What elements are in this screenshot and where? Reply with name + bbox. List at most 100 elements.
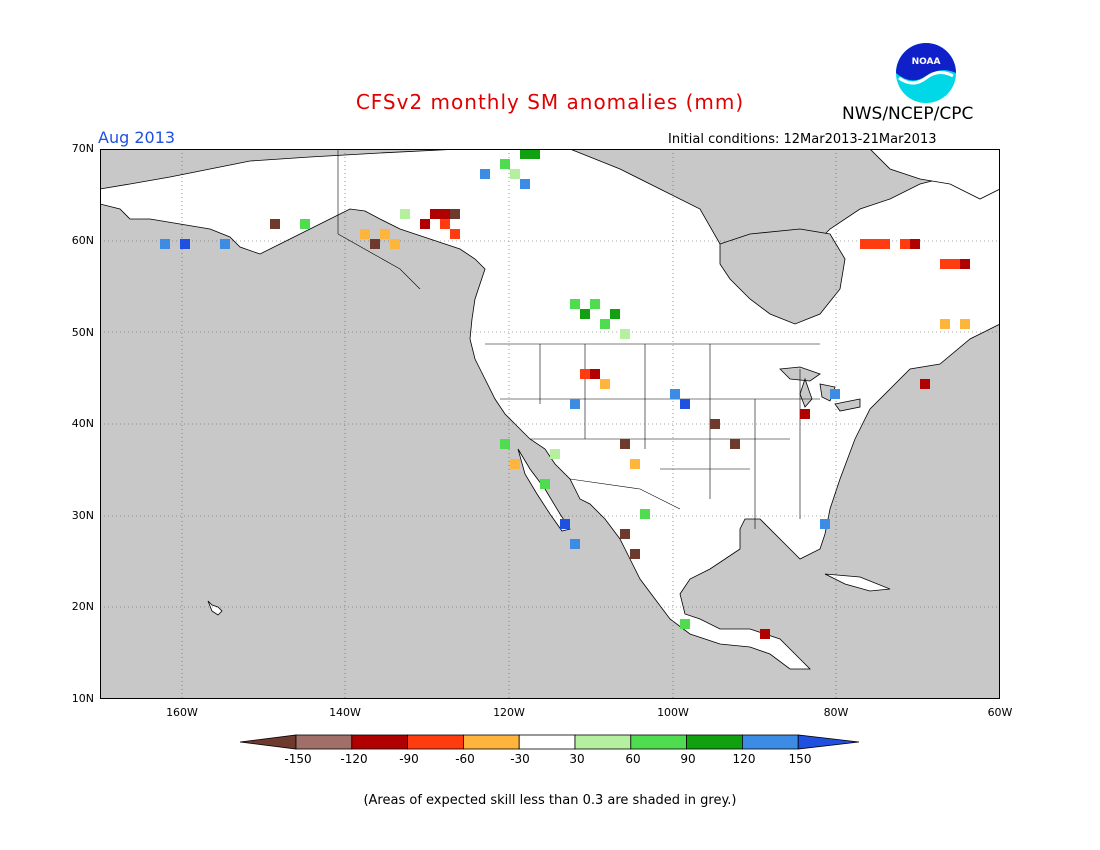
- anomaly-cell: [680, 619, 690, 629]
- anomaly-cell: [510, 169, 520, 179]
- lat-label-10n: 10N: [71, 692, 94, 705]
- anomaly-cell: [570, 539, 580, 549]
- anomaly-cell: [920, 379, 930, 389]
- anomaly-cell: [160, 239, 170, 249]
- lon-label-100w: 100W: [657, 706, 689, 719]
- hudson-bay: [719, 228, 846, 325]
- anomaly-cell: [630, 549, 640, 559]
- map-title: CFSv2 monthly SM anomalies (mm): [355, 90, 745, 114]
- anomaly-cell: [220, 239, 230, 249]
- colorbar-tick: -90: [399, 752, 419, 766]
- anomaly-cell: [550, 449, 560, 459]
- anomaly-cell: [530, 149, 540, 159]
- anomaly-cell: [510, 459, 520, 469]
- greenland: [869, 149, 1000, 200]
- colorbar-swatch: [797, 734, 860, 750]
- anomaly-cell: [880, 239, 890, 249]
- anomaly-cell: [380, 229, 390, 239]
- anomaly-cell: [360, 229, 370, 239]
- anomaly-cell: [960, 319, 970, 329]
- anomaly-cell: [520, 149, 530, 159]
- anomaly-cell: [370, 239, 380, 249]
- colorbar-tick: -120: [340, 752, 368, 766]
- anomaly-cell: [870, 239, 880, 249]
- anomaly-cell: [520, 179, 530, 189]
- anomaly-cell: [480, 169, 490, 179]
- anomaly-cell: [830, 389, 840, 399]
- anomaly-cell: [540, 479, 550, 489]
- anomaly-map: [100, 149, 1000, 699]
- initial-conditions-label: Initial conditions: 12Mar2013-21Mar2013: [668, 132, 937, 147]
- colorbar-swatch: [574, 734, 632, 750]
- anomaly-cell: [440, 219, 450, 229]
- anomaly-cell: [760, 629, 770, 639]
- skill-footnote: (Areas of expected skill less than 0.3 a…: [363, 793, 737, 808]
- anomaly-cell: [500, 439, 510, 449]
- anomaly-cell: [620, 529, 630, 539]
- anomaly-cell: [900, 239, 910, 249]
- colorbar-swatch: [407, 734, 464, 750]
- lat-label-40n: 40N: [71, 417, 94, 430]
- anomaly-cell: [730, 439, 740, 449]
- anomaly-cell: [600, 319, 610, 329]
- great-lakes: [779, 366, 861, 412]
- map-frame: [100, 149, 1000, 699]
- colorbar-swatch: [240, 734, 297, 750]
- cuba: [824, 573, 891, 592]
- anomaly-cell: [390, 239, 400, 249]
- anomaly-cell: [430, 209, 440, 219]
- colorbar-swatch: [686, 734, 743, 750]
- lat-label-70n: 70N: [71, 142, 94, 155]
- lat-label-30n: 30N: [71, 509, 94, 522]
- anomaly-cell: [820, 519, 830, 529]
- colorbar-tick: 120: [732, 752, 756, 766]
- anomaly-cell: [620, 329, 630, 339]
- anomaly-cell: [960, 259, 970, 269]
- colorbar-tick: 60: [625, 752, 641, 766]
- lat-label-20n: 20N: [71, 600, 94, 613]
- anomaly-cell: [300, 219, 310, 229]
- anomaly-cell: [450, 209, 460, 219]
- anomaly-cell: [580, 309, 590, 319]
- lat-label-60n: 60N: [71, 234, 94, 247]
- anomaly-cell: [710, 419, 720, 429]
- anomaly-cell: [420, 219, 430, 229]
- noaa-logo-text: NOAA: [912, 57, 941, 67]
- lon-label-80w: 80W: [823, 706, 849, 719]
- anomaly-cell: [630, 459, 640, 469]
- lon-label-60w: 60W: [987, 706, 1013, 719]
- anomaly-cell: [950, 259, 960, 269]
- baja-peninsula: [517, 448, 571, 532]
- anomaly-cell: [620, 439, 630, 449]
- anomaly-cell: [940, 319, 950, 329]
- anomaly-cell: [860, 239, 870, 249]
- colorbar-swatch: [295, 734, 353, 750]
- anomaly-cell: [440, 209, 450, 219]
- anomaly-cell: [640, 509, 650, 519]
- lat-label-50n: 50N: [71, 326, 94, 339]
- target-month-label: Aug 2013: [98, 128, 176, 147]
- anomaly-cell: [590, 369, 600, 379]
- colorbar-swatch: [630, 734, 687, 750]
- lon-label-140w: 140W: [329, 706, 361, 719]
- political-borders: [337, 149, 820, 529]
- anomaly-cell: [570, 299, 580, 309]
- anomaly-cell: [180, 239, 190, 249]
- colorbar-tick: 150: [788, 752, 812, 766]
- anomaly-cell: [680, 399, 690, 409]
- colorbar-tick: -30: [510, 752, 530, 766]
- anomaly-cell: [940, 259, 950, 269]
- anomaly-cell: [590, 299, 600, 309]
- anomaly-cell: [580, 369, 590, 379]
- colorbar-swatch: [351, 734, 409, 750]
- colorbar-tick: -150: [284, 752, 312, 766]
- colorbar: [240, 734, 860, 750]
- colorbar-swatch: [462, 734, 520, 750]
- anomaly-cell: [600, 379, 610, 389]
- lon-label-160w: 160W: [166, 706, 198, 719]
- anomaly-cell: [560, 519, 570, 529]
- hawaii: [207, 600, 223, 616]
- colorbar-swatch: [518, 734, 576, 750]
- anomaly-cell: [270, 219, 280, 229]
- colorbar-tick: 30: [569, 752, 585, 766]
